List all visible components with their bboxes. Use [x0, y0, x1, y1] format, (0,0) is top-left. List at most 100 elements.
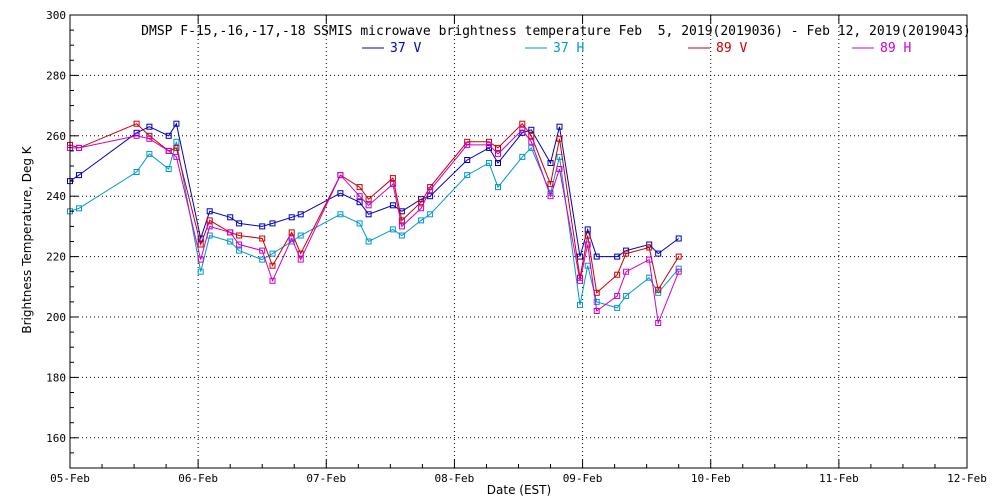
data-point: [133, 132, 140, 139]
grid-lines: [70, 15, 967, 468]
data-point: [259, 235, 266, 242]
data-point: [389, 175, 396, 182]
data-point: [398, 208, 405, 215]
data-point: [675, 268, 682, 275]
data-point: [464, 172, 471, 179]
data-point: [614, 253, 621, 260]
legend-label: 37 H: [553, 41, 584, 56]
data-point: [623, 250, 630, 257]
data-point: [365, 238, 372, 245]
data-point: [427, 187, 434, 194]
data-point: [269, 277, 276, 284]
data-point: [593, 253, 600, 260]
data-point: [337, 190, 344, 197]
data-point: [556, 166, 563, 172]
data-point: [337, 211, 344, 218]
data-point: [297, 232, 304, 239]
y-axis-title: Brightness Temperature, Deg K: [20, 145, 34, 333]
data-point: [288, 235, 295, 242]
data-point: [197, 256, 204, 263]
data-point: [556, 123, 563, 130]
data-point: [556, 135, 563, 142]
data-point: [547, 193, 554, 200]
data-point: [165, 132, 172, 139]
data-point: [206, 208, 213, 215]
data-point: [227, 238, 234, 245]
series-line: [69, 141, 680, 309]
data-point: [227, 229, 234, 236]
series-layer: [67, 120, 682, 326]
y-tick-label: 180: [46, 371, 66, 384]
data-point: [427, 211, 434, 218]
data-point: [547, 160, 554, 166]
data-point: [206, 223, 213, 230]
data-point: [146, 135, 153, 142]
series-37-h: [67, 138, 682, 311]
data-point: [623, 292, 630, 299]
data-point: [197, 268, 204, 275]
data-point: [173, 153, 180, 160]
x-tick-label: 08-Feb: [435, 472, 475, 485]
data-point: [206, 217, 213, 224]
axis-ticks: 05-Feb 06-Feb 07-Feb 08-Feb 09-Feb 10-Feb 11-F…: [46, 9, 987, 485]
data-point: [356, 184, 363, 191]
data-point: [165, 147, 172, 154]
data-point: [297, 256, 304, 263]
y-tick-label: 220: [46, 251, 66, 264]
data-point: [486, 138, 492, 145]
data-point: [584, 232, 591, 239]
data-point: [146, 150, 153, 157]
data-point: [577, 301, 583, 308]
x-tick-label: 09-Feb: [563, 472, 603, 485]
data-point: [593, 308, 600, 314]
data-point: [356, 220, 363, 227]
x-tick-label: 11-Feb: [819, 472, 859, 485]
data-point: [297, 211, 304, 218]
data-point: [398, 217, 405, 224]
data-point: [614, 304, 621, 311]
data-point: [614, 271, 621, 278]
data-point: [398, 223, 405, 230]
series-37-v: [67, 120, 682, 260]
y-tick-label: 300: [46, 9, 66, 22]
data-point: [577, 253, 583, 260]
data-point: [259, 223, 266, 230]
x-tick-label: 10-Feb: [691, 472, 731, 485]
data-point: [418, 217, 425, 224]
y-tick-label: 160: [46, 432, 66, 445]
data-point: [133, 169, 140, 175]
x-tick-label: 12-Feb: [947, 472, 987, 485]
x-tick-label: 05-Feb: [50, 472, 90, 485]
data-point: [528, 126, 535, 133]
data-point: [173, 144, 180, 151]
data-point: [398, 232, 405, 239]
data-point: [495, 160, 501, 166]
data-point: [133, 120, 140, 127]
data-point: [236, 241, 243, 248]
legend: 37 V 37 H 89 V 89 H: [362, 41, 911, 56]
data-point: [236, 232, 243, 239]
data-point: [173, 138, 180, 145]
data-point: [418, 205, 425, 212]
data-point: [356, 193, 363, 200]
data-point: [389, 226, 396, 233]
data-point: [655, 320, 662, 326]
data-point: [464, 141, 471, 148]
data-point: [236, 247, 243, 254]
data-point: [495, 150, 501, 157]
data-point: [356, 199, 363, 206]
data-point: [528, 132, 535, 139]
data-point: [227, 214, 234, 221]
y-tick-label: 200: [46, 311, 66, 324]
data-point: [365, 211, 372, 218]
data-point: [495, 184, 501, 191]
data-point: [269, 262, 276, 269]
data-point: [593, 298, 600, 305]
data-point: [365, 202, 372, 209]
data-point: [655, 250, 662, 257]
series-line: [69, 122, 679, 258]
series-line: [69, 122, 680, 294]
data-point: [614, 292, 621, 299]
data-point: [288, 229, 295, 236]
data-point: [519, 153, 526, 160]
